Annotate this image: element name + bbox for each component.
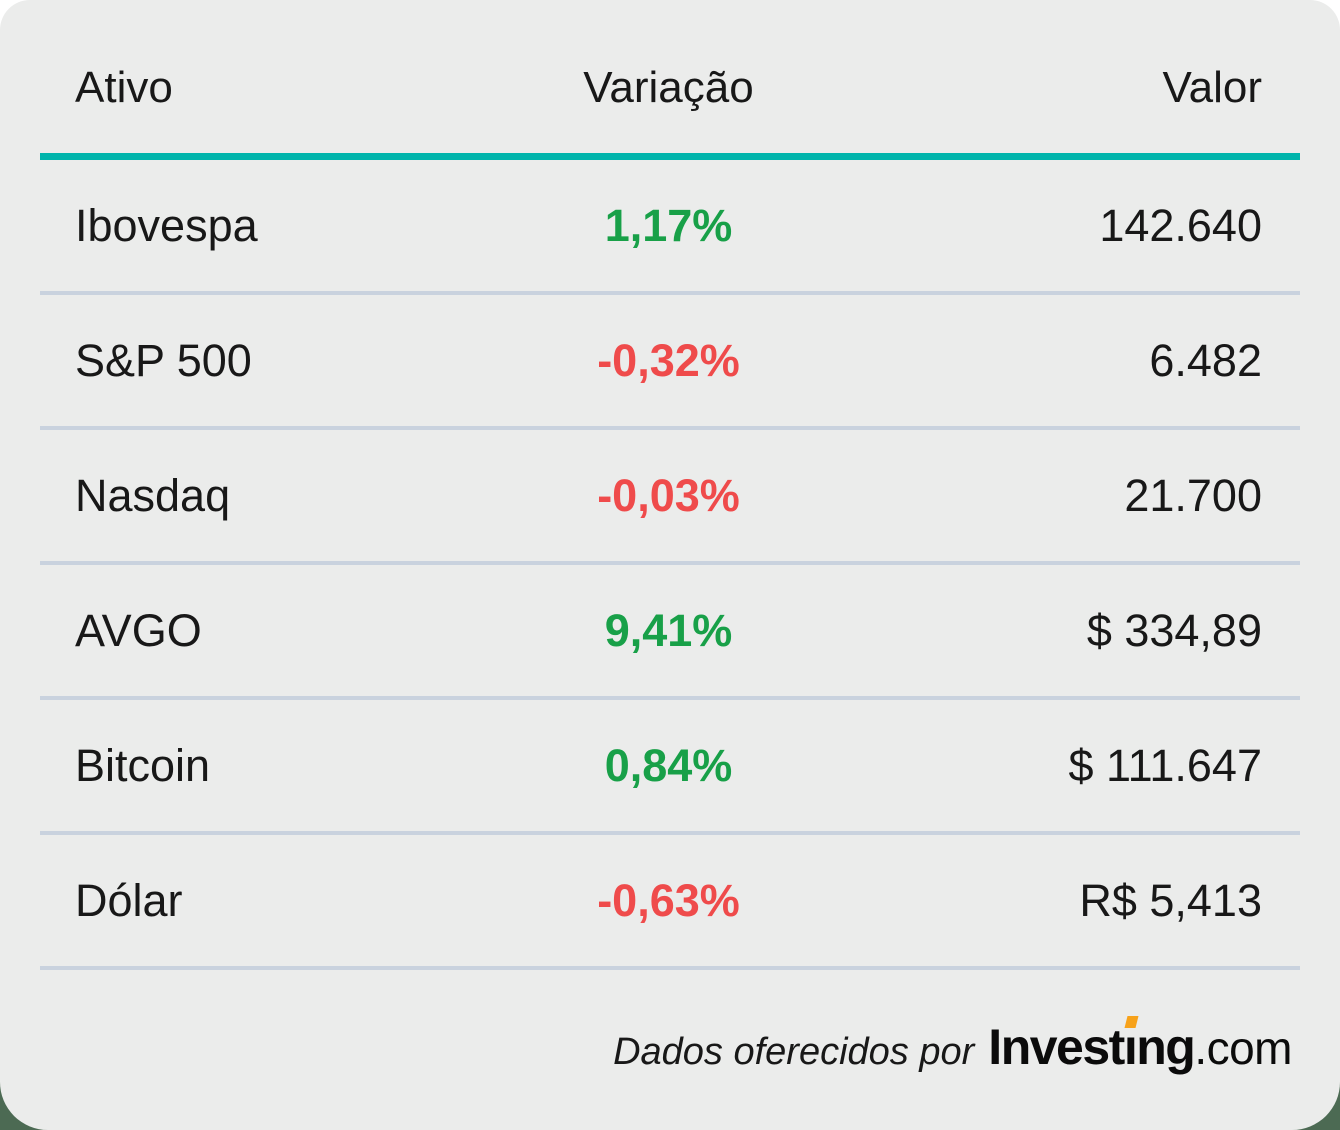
logo-dotless-i: ı <box>1123 1019 1138 1075</box>
variation-value: -0,32% <box>597 334 740 386</box>
header-valor: Valor <box>1162 62 1262 112</box>
asset-name: S&P 500 <box>75 334 252 386</box>
asset-name: AVGO <box>75 604 202 656</box>
row-divider <box>40 966 1300 970</box>
table-row-ibovespa: Ibovespa 1,17% 142.640 <box>0 160 1340 291</box>
table-row-nasdaq: Nasdaq -0,03% 21.700 <box>0 430 1340 561</box>
asset-name: Nasdaq <box>75 469 231 521</box>
variation-value: 1,17% <box>604 199 733 251</box>
asset-name: Ibovespa <box>75 199 258 251</box>
header-ativo: Ativo <box>75 62 173 112</box>
variation-value: -0,03% <box>597 469 740 521</box>
table-row-avgo: AVGO 9,41% $ 334,89 <box>0 565 1340 696</box>
asset-value: 6.482 <box>1149 334 1262 386</box>
asset-name: Dólar <box>75 874 183 926</box>
asset-value: $ 334,89 <box>1086 604 1262 656</box>
table-row-dolar: Dólar -0,63% R$ 5,413 <box>0 835 1340 966</box>
attribution-text: Dados oferecidos por <box>613 1031 975 1073</box>
logo-suffix: .com <box>1194 1022 1292 1074</box>
asset-value: $ 111.647 <box>1068 739 1262 791</box>
table-row-sp500: S&P 500 -0,32% 6.482 <box>0 295 1340 426</box>
asset-value: 21.700 <box>1124 469 1262 521</box>
row-divider <box>40 291 1300 295</box>
row-divider <box>40 831 1300 835</box>
row-divider <box>40 696 1300 700</box>
asset-name: Bitcoin <box>75 739 211 791</box>
row-divider <box>40 426 1300 430</box>
table-row-bitcoin: Bitcoin 0,84% $ 111.647 <box>0 700 1340 831</box>
asset-value: R$ 5,413 <box>1079 874 1262 926</box>
variation-value: 9,41% <box>604 604 733 656</box>
footer-attribution-bar: Dados oferecidos por Investı ng .com <box>0 970 1340 1076</box>
table-header: Ativo Variação Valor <box>0 0 1340 153</box>
variation-value: 0,84% <box>604 739 733 791</box>
asset-value: 142.640 <box>1099 199 1262 251</box>
header-accent-line <box>40 153 1300 160</box>
row-divider <box>40 561 1300 565</box>
investing-logo[interactable]: Investı ng .com <box>988 1016 1292 1076</box>
logo-text-part1: Invest <box>988 1019 1125 1075</box>
logo-text-part2: ng <box>1136 1019 1196 1075</box>
header-variacao: Variação <box>583 62 754 112</box>
variation-value: -0,63% <box>597 874 740 926</box>
